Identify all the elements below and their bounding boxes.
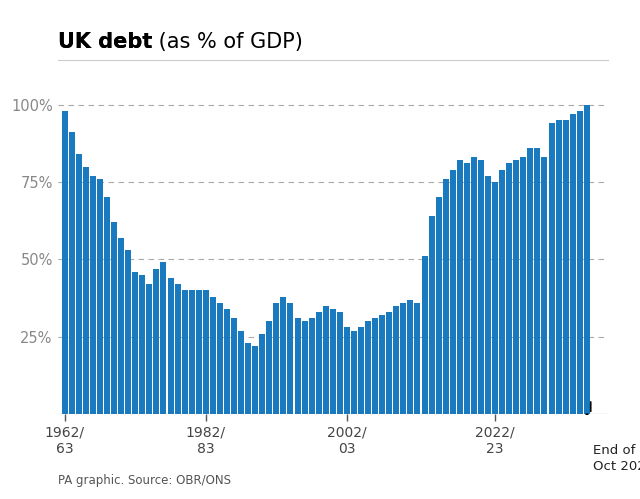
Bar [231, 318, 237, 414]
Bar [548, 123, 554, 414]
Bar [238, 330, 244, 414]
Text: (as % of GDP): (as % of GDP) [152, 32, 303, 52]
Bar [125, 250, 131, 414]
Bar [76, 154, 82, 414]
Text: PA graphic. Source: OBR/ONS: PA graphic. Source: OBR/ONS [58, 474, 230, 487]
Bar [189, 290, 195, 414]
Bar [104, 198, 110, 414]
Bar [118, 238, 124, 414]
Bar [563, 120, 569, 414]
Bar [408, 299, 413, 414]
Bar [287, 303, 294, 414]
Bar [584, 105, 590, 414]
Bar [541, 157, 547, 414]
Bar [534, 148, 540, 414]
Bar [203, 290, 209, 414]
Bar [97, 179, 103, 414]
Bar [556, 120, 562, 414]
Bar [245, 343, 251, 414]
Bar [161, 262, 166, 414]
Bar [132, 272, 138, 414]
Bar [436, 198, 442, 414]
Bar [394, 306, 399, 414]
Bar [175, 284, 180, 414]
Bar [323, 306, 329, 414]
Bar [365, 321, 371, 414]
Bar [401, 303, 406, 414]
Bar [140, 275, 145, 414]
Bar [280, 296, 287, 414]
Bar [379, 315, 385, 414]
Bar [273, 303, 279, 414]
Bar [457, 160, 463, 414]
Text: UK debt: UK debt [58, 32, 152, 52]
Bar [111, 222, 117, 414]
Bar [570, 114, 576, 414]
Bar [147, 284, 152, 414]
Bar [316, 312, 322, 414]
Bar [499, 170, 505, 414]
Bar [464, 164, 470, 414]
Bar [90, 176, 96, 414]
Text: UK debt: UK debt [58, 32, 152, 52]
Bar [520, 157, 526, 414]
Bar [337, 312, 343, 414]
Bar [478, 160, 484, 414]
Bar [471, 157, 477, 414]
Bar [527, 148, 533, 414]
Bar [301, 321, 308, 414]
Bar [196, 290, 202, 414]
Bar [387, 312, 392, 414]
Bar [266, 321, 272, 414]
Bar [513, 160, 519, 414]
Bar [182, 290, 188, 414]
Bar [61, 111, 68, 414]
Text: End of
Oct 2024: End of Oct 2024 [593, 444, 640, 473]
Bar [351, 330, 357, 414]
Bar [308, 318, 315, 414]
Bar [577, 111, 583, 414]
Bar [154, 268, 159, 414]
Bar [422, 256, 428, 414]
Bar [68, 132, 75, 414]
Bar [443, 179, 449, 414]
Bar [429, 216, 435, 414]
Bar [217, 303, 223, 414]
Bar [358, 327, 364, 414]
Bar [506, 164, 512, 414]
Bar [259, 334, 265, 414]
Bar [415, 303, 420, 414]
Bar [294, 318, 301, 414]
Bar [168, 278, 173, 414]
Bar [450, 170, 456, 414]
Bar [344, 327, 350, 414]
Bar [224, 309, 230, 414]
Bar [252, 346, 258, 414]
Bar [210, 296, 216, 414]
Bar [372, 318, 378, 414]
Bar [485, 176, 491, 414]
Bar [330, 309, 336, 414]
Bar [83, 167, 89, 414]
Bar [492, 182, 498, 414]
